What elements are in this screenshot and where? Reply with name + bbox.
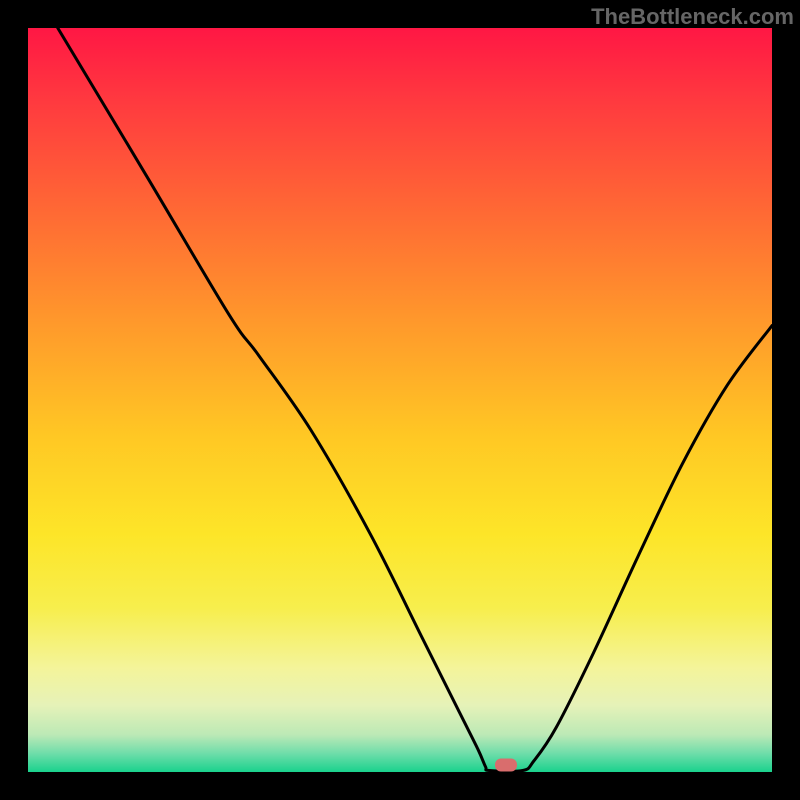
plot-area	[28, 28, 772, 772]
watermark-text: TheBottleneck.com	[591, 4, 794, 30]
optimal-marker	[495, 759, 517, 772]
bottleneck-curve	[28, 28, 772, 772]
